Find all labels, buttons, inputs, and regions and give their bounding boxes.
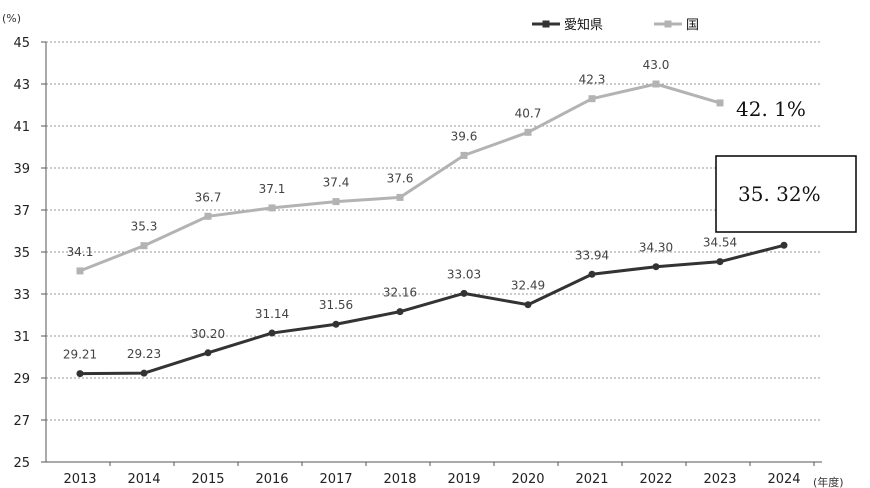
data-label: 37.1 bbox=[259, 182, 286, 196]
y-tick-label: 41 bbox=[13, 120, 30, 135]
x-tick-label: 2015 bbox=[191, 472, 224, 487]
x-axis-unit: (年度) bbox=[813, 475, 844, 488]
data-point bbox=[716, 99, 724, 107]
data-label: 35.3 bbox=[131, 220, 158, 234]
data-label: 37.6 bbox=[387, 171, 414, 185]
y-tick-label: 39 bbox=[13, 162, 30, 177]
y-tick-label: 43 bbox=[13, 78, 30, 93]
gridlines bbox=[46, 41, 822, 421]
annotation-national-2023: 42. 1% bbox=[736, 97, 806, 121]
data-label: 34.54 bbox=[703, 236, 737, 250]
x-tick-label: 2021 bbox=[575, 472, 608, 487]
x-tick-label: 2018 bbox=[383, 472, 416, 487]
y-tick-label: 25 bbox=[13, 456, 30, 471]
y-axis: 25 27 29 31 33 35 37 39 41 43 45 bbox=[13, 36, 47, 471]
data-label: 37.4 bbox=[323, 176, 350, 190]
annotations: 42. 1% 35. 32% bbox=[715, 97, 857, 233]
data-point bbox=[716, 258, 724, 266]
data-label: 31.14 bbox=[255, 307, 289, 321]
y-tick-label: 45 bbox=[13, 36, 30, 51]
data-point bbox=[204, 212, 212, 220]
series-layer: 29.21 29.23 30.20 31.14 31.56 32.16 33.03 32.49… bbox=[63, 58, 788, 378]
data-point bbox=[332, 320, 340, 328]
data-label: 33.03 bbox=[447, 267, 481, 281]
legend-label-aichi: 愛知県 bbox=[564, 17, 603, 33]
x-tick-label: 2022 bbox=[639, 472, 672, 487]
x-tick-label: 2024 bbox=[767, 472, 800, 487]
data-point bbox=[268, 204, 276, 212]
data-point bbox=[140, 369, 148, 377]
data-label: 43.0 bbox=[643, 58, 670, 72]
data-point bbox=[652, 80, 660, 88]
legend-label-national: 国 bbox=[686, 18, 699, 33]
data-point bbox=[76, 370, 84, 378]
data-label: 29.23 bbox=[127, 347, 161, 361]
data-label: 34.1 bbox=[67, 245, 94, 259]
x-tick-label: 2017 bbox=[319, 472, 352, 487]
data-point bbox=[460, 151, 468, 159]
data-label: 36.7 bbox=[195, 190, 222, 204]
data-point bbox=[332, 198, 340, 206]
data-label: 34.30 bbox=[639, 241, 673, 255]
data-label: 33.94 bbox=[575, 248, 609, 262]
annotation-box-aichi-2024 bbox=[715, 155, 857, 233]
data-point bbox=[204, 349, 212, 357]
data-label: 32.16 bbox=[383, 286, 417, 300]
x-tick-label: 2016 bbox=[255, 472, 288, 487]
data-point bbox=[588, 270, 596, 278]
data-label: 31.56 bbox=[319, 298, 353, 312]
data-label: 29.21 bbox=[63, 348, 97, 362]
data-label: 40.7 bbox=[515, 106, 542, 120]
data-label: 39.6 bbox=[451, 129, 478, 143]
y-tick-label: 27 bbox=[13, 414, 30, 429]
data-label: 42.3 bbox=[579, 73, 606, 87]
data-point bbox=[524, 301, 532, 309]
y-tick-label: 31 bbox=[13, 330, 30, 345]
data-point bbox=[268, 329, 276, 337]
data-point bbox=[652, 263, 660, 271]
data-label: 30.20 bbox=[191, 327, 225, 341]
x-tick-label: 2014 bbox=[127, 472, 160, 487]
data-point bbox=[140, 242, 148, 250]
x-tick-label: 2023 bbox=[703, 472, 736, 487]
data-point bbox=[396, 308, 404, 316]
data-point bbox=[460, 289, 468, 297]
data-label: 32.49 bbox=[511, 279, 545, 293]
legend: 愛知県 国 bbox=[532, 17, 699, 33]
y-tick-label: 35 bbox=[13, 246, 30, 261]
legend-marker-aichi bbox=[542, 20, 550, 28]
x-tick-label: 2019 bbox=[447, 472, 480, 487]
y-axis-unit: (%) bbox=[2, 12, 21, 25]
y-tick-label: 37 bbox=[13, 204, 30, 219]
series-line-0 bbox=[79, 243, 785, 376]
annotation-aichi-2024: 35. 32% bbox=[738, 182, 821, 206]
data-point bbox=[396, 193, 404, 201]
x-tick-label: 2020 bbox=[511, 472, 544, 487]
data-point bbox=[780, 241, 788, 249]
x-axis: 2013 2014 2015 2016 2017 2018 2019 2020 2021 2022… bbox=[46, 461, 822, 487]
legend-marker-national bbox=[664, 20, 672, 28]
y-tick-label: 29 bbox=[13, 372, 30, 387]
y-tick-label: 33 bbox=[13, 288, 30, 303]
x-tick-label: 2013 bbox=[63, 472, 96, 487]
data-point bbox=[76, 267, 84, 275]
data-point bbox=[588, 95, 596, 103]
data-point bbox=[524, 128, 532, 136]
